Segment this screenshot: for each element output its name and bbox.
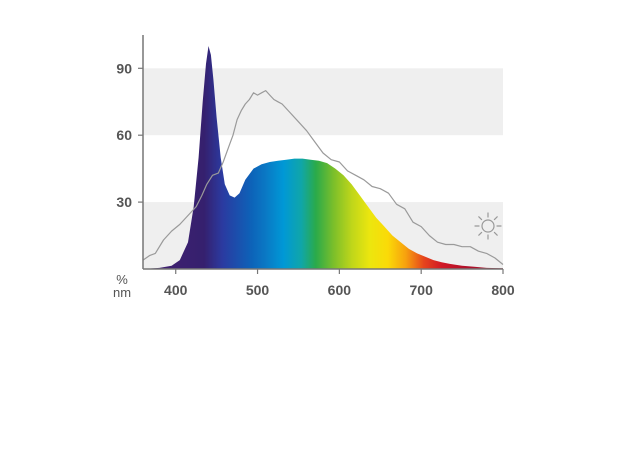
spectrum-area [143, 46, 503, 269]
x-tick-label: 700 [410, 282, 434, 298]
x-tick-label: 600 [328, 282, 352, 298]
sun-icon [474, 212, 502, 240]
y-axis-unit-label: % [116, 272, 128, 287]
tick-marks [138, 67, 504, 274]
y-tick-label: 90 [116, 60, 132, 76]
sunlight-reference-line [142, 90, 504, 265]
x-tick-label: 400 [164, 282, 188, 298]
y-tick-label: 60 [116, 127, 132, 143]
grid-band [143, 68, 503, 136]
tick-labels: 400 500 600 700 800 30 60 90 [116, 60, 514, 298]
y-tick-label: 30 [116, 194, 132, 210]
x-tick-label: 800 [491, 282, 515, 298]
x-tick-label: 500 [246, 282, 270, 298]
x-axis-unit-label: nm [113, 285, 131, 300]
